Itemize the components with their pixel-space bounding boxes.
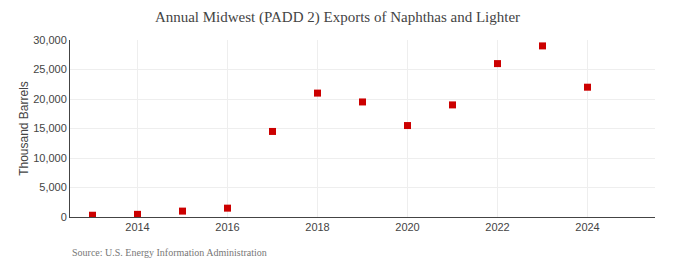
svg-text:25,000: 25,000 [33, 63, 67, 75]
svg-text:30,000: 30,000 [33, 34, 67, 46]
svg-text:Annual Midwest (PADD 2) Export: Annual Midwest (PADD 2) Exports of Napht… [155, 9, 520, 26]
svg-text:Thousand Barrels: Thousand Barrels [17, 81, 31, 176]
svg-text:2020: 2020 [395, 221, 419, 233]
svg-text:2016: 2016 [215, 221, 239, 233]
svg-text:15,000: 15,000 [33, 122, 67, 134]
svg-text:2018: 2018 [305, 221, 329, 233]
svg-text:20,000: 20,000 [33, 93, 67, 105]
svg-text:5,000: 5,000 [39, 181, 67, 193]
svg-text:10,000: 10,000 [33, 152, 67, 164]
svg-text:2024: 2024 [575, 221, 599, 233]
svg-text:0: 0 [61, 211, 67, 223]
svg-text:2022: 2022 [485, 221, 509, 233]
svg-text:Source: U.S. Energy Informatio: Source: U.S. Energy Information Administ… [72, 247, 267, 258]
svg-text:2014: 2014 [125, 221, 149, 233]
